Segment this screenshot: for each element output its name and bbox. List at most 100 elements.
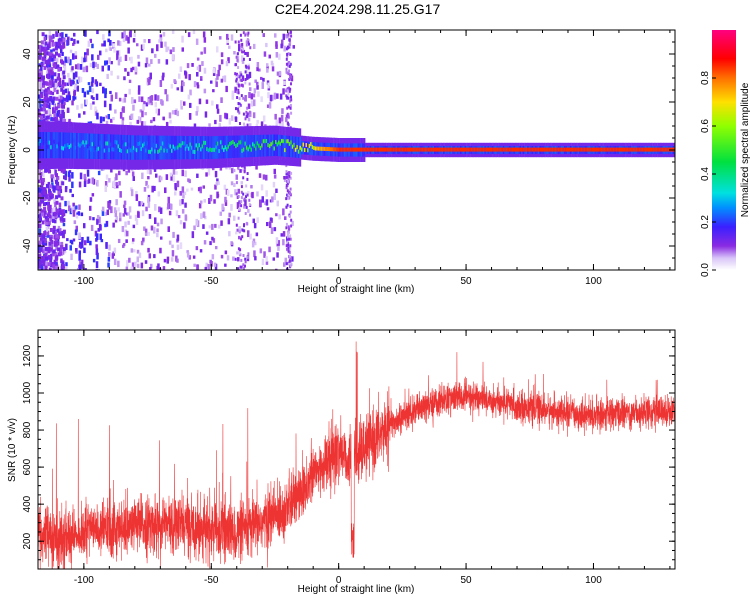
noise-cell [46,115,50,120]
noise-cell [40,187,43,192]
noise-cell [57,190,61,195]
noise-cell [208,123,211,127]
noise-cell [262,33,265,38]
noise-cell [57,53,61,58]
noise-cell [289,62,292,66]
noise-cell [39,217,42,222]
signal-core [365,147,367,152]
noise-cell [285,226,288,230]
noise-cell [79,260,82,266]
noise-cell [245,114,248,118]
signal-core [310,142,312,147]
noise-cell [236,58,239,62]
signal-core [556,147,559,152]
noise-cell [215,81,218,88]
signal-core [456,147,459,152]
noise-cell [39,98,42,105]
signal-core [455,147,458,152]
noise-cell [40,190,43,197]
noise-cell [41,32,45,37]
noise-cell [57,67,61,72]
signal-core [287,139,289,144]
noise-cell [239,248,242,252]
noise-cell [176,234,180,241]
noise-cell [45,256,48,261]
noise-cell [285,67,288,71]
signal-core [50,145,52,150]
noise-cell [52,249,56,254]
noise-cell [59,118,63,123]
signal-core [48,140,51,145]
noise-cell [174,110,177,115]
signal-core [348,147,351,152]
signal-band [126,135,129,160]
noise-cell [289,99,292,103]
noise-cell [60,48,63,54]
noise-cell [55,173,58,178]
signal-band [226,135,228,159]
noise-cell [48,204,52,209]
signal-core [541,147,543,152]
noise-cell [193,263,196,267]
noise-cell [290,82,292,86]
noise-cell [39,113,43,118]
noise-cell [59,45,63,50]
noise-cell [44,237,47,244]
signal-core [39,138,42,143]
noise-cell [39,107,43,112]
noise-cell [283,262,286,267]
noise-cell [130,187,133,191]
noise-cell [241,42,244,46]
signal-band [122,134,124,160]
noise-cell [122,244,125,249]
noise-cell [226,33,229,40]
noise-cell [130,67,133,73]
noise-cell [77,63,80,70]
noise-cell [122,106,125,113]
noise-cell [107,256,111,262]
signal-core [357,147,360,152]
noise-cell [136,263,140,268]
noise-cell [44,265,48,270]
noise-cell [78,76,81,83]
noise-cell [59,228,62,234]
noise-cell [45,81,49,86]
noise-cell [246,51,249,57]
noise-cell [123,30,126,38]
noise-cell [123,204,126,208]
noise-cell [114,109,117,114]
signal-core [505,147,508,152]
signal-core [430,147,433,152]
noise-cell [42,106,46,111]
noise-cell [155,108,158,114]
signal-band [256,135,259,157]
noise-cell [248,82,251,86]
noise-cell [105,120,109,125]
noise-cell [224,250,228,255]
noise-cell [49,258,53,263]
signal-core [371,147,374,152]
signal-band [111,134,114,160]
noise-cell [69,208,73,215]
noise-cell [193,225,196,231]
noise-cell [59,208,62,215]
noise-cell [219,211,222,216]
noise-cell [81,237,84,243]
noise-cell [38,167,41,172]
signal-core [245,145,248,150]
noise-cell [286,267,288,270]
noise-cell [239,78,242,82]
signal-band [229,135,231,159]
signal-core [262,139,265,144]
signal-core [608,147,610,152]
signal-core [281,138,283,143]
noise-cell [280,233,283,237]
signal-core [463,147,465,152]
signal-core [658,147,661,152]
noise-cell [227,57,230,64]
signal-core [203,140,205,145]
noise-cell [285,57,288,61]
noise-cell [130,189,134,197]
noise-cell [51,92,55,96]
signal-core [524,147,526,152]
